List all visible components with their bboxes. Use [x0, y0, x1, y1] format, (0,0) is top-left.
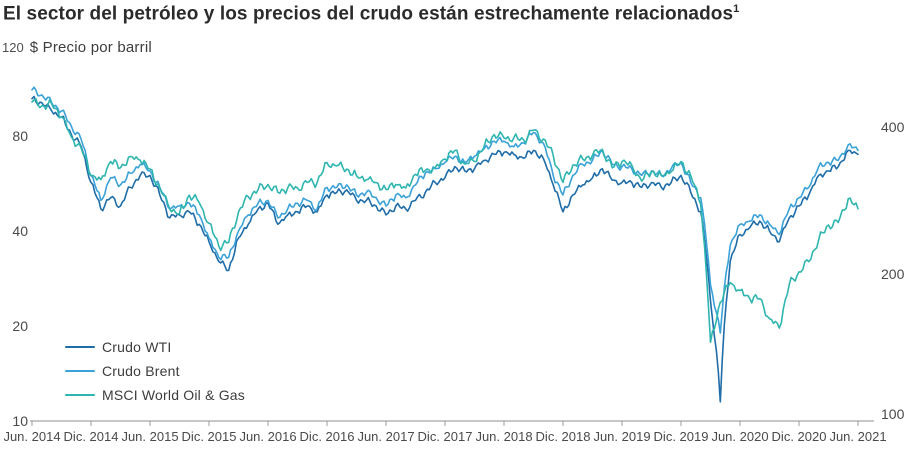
legend-item-wti: Crudo WTI	[65, 338, 245, 355]
y-left-tick-label: 10	[12, 413, 28, 429]
y-left-tick-label: 40	[12, 223, 28, 239]
y-axis-header: 120 $ Precio por barril	[2, 39, 152, 56]
y-axis-unit-label: $ Precio por barril	[29, 39, 152, 56]
series-line-msci	[31, 98, 859, 344]
chart-legend: Crudo WTI Crudo Brent MSCI World Oil & G…	[65, 338, 245, 403]
brent-line-swatch-icon	[65, 369, 95, 372]
x-tick-label: Dic. 2018	[535, 429, 591, 444]
x-tick-label: Jun. 2015	[121, 429, 179, 444]
footnote-marker: 1	[733, 3, 740, 15]
x-tick-label: Jun. 2020	[711, 429, 769, 444]
x-tick-label: Jun. 2021	[829, 429, 887, 444]
page-title-text: El sector del petróleo y los precios del…	[3, 3, 734, 25]
x-tick-label: Jun. 2016	[239, 429, 297, 444]
x-tick-label: Dic. 2014	[63, 429, 119, 444]
x-tick-label: Jun. 2018	[475, 429, 533, 444]
y-right-tick-label: 400	[881, 119, 905, 135]
x-tick-label: Jun. 2017	[357, 429, 415, 444]
y-right-tick-label: 200	[881, 266, 905, 282]
x-tick-label: Dic. 2019	[653, 429, 709, 444]
x-tick-label: Jun. 2014	[3, 429, 61, 444]
series-line-wti	[31, 95, 859, 403]
y-axis-top-tick: 120	[2, 40, 24, 55]
x-tick-label: Dic. 2017	[417, 429, 473, 444]
x-tick-label: Dic. 2015	[181, 429, 237, 444]
x-tick-label: Dic. 2020	[771, 429, 827, 444]
legend-item-msci: MSCI World Oil & Gas	[65, 386, 245, 403]
legend-label-msci: MSCI World Oil & Gas	[102, 386, 245, 403]
wti-line-swatch-icon	[65, 345, 95, 348]
y-left-tick-label: 20	[12, 318, 28, 334]
series-line-brent	[31, 86, 859, 334]
x-tick-label: Jun. 2019	[593, 429, 651, 444]
x-tick-label: Dic. 2016	[299, 429, 355, 444]
y-left-tick-label: 80	[12, 128, 28, 144]
page-title: El sector del petróleo y los precios del…	[3, 3, 903, 25]
msci-line-swatch-icon	[65, 393, 95, 396]
legend-item-brent: Crudo Brent	[65, 362, 245, 379]
y-right-tick-label: 100	[881, 406, 905, 422]
legend-label-brent: Crudo Brent	[102, 362, 180, 379]
legend-label-wti: Crudo WTI	[102, 338, 172, 355]
